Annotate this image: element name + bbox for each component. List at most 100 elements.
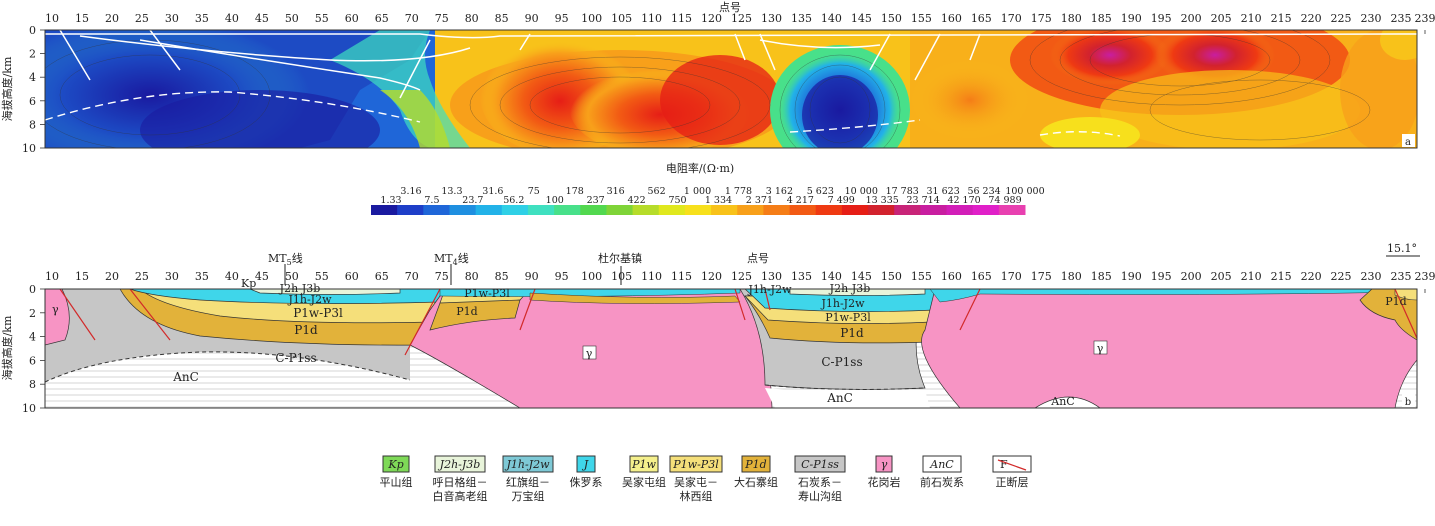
x-tick-label: 205 [1211,12,1232,25]
x-tick-label: 25 [135,270,149,283]
x-tick-label: 115 [671,270,692,283]
x-tick-label: 150 [881,12,902,25]
x-tick-label: 30 [165,270,179,283]
legend-code: P1d [744,458,766,471]
colorbar-swatch [554,205,581,215]
colorbar-swatch [580,205,607,215]
colorbar-swatch [842,205,869,215]
y-tick-label: 10 [22,142,36,155]
label-p1w-p3l-right: P1w-P3l [825,311,871,324]
label-j1h-j2w-right-b: J1h-J2w [820,297,865,310]
x-tick-label: 45 [255,270,269,283]
orientation-angle: 15.1° [1387,242,1417,255]
label-c-p1ss-left: C-P1ss [275,351,316,365]
colorbar-bottom-label: 74 989 [988,195,1021,206]
x-tick-label: 235 [1391,12,1412,25]
x-tick-label: 130 [761,12,782,25]
label-c-p1ss-center: C-P1ss [821,355,862,369]
x-tick-label: 230 [1361,12,1382,25]
x-tick-label: 170 [1001,270,1022,283]
label-gamma-right: γ [1097,342,1104,355]
colorbar-bottom-label: 56.2 [503,195,524,206]
legend-name-line2: 林西组 [680,489,713,503]
panel-b-y-title: 海拔高度/km [0,315,14,380]
colorbar-top-label: 31.6 [482,186,503,197]
legend-code: P1w [631,458,656,471]
panel-b-label: b [1405,397,1411,408]
colorbar-swatch [973,205,1000,215]
x-tick-label: 90 [525,270,539,283]
legend-name-line2: 万宝组 [512,489,545,503]
x-tick-label: 195 [1151,270,1172,283]
legend-name: 呼日格组－ [433,475,488,489]
colorbar-swatch [868,205,895,215]
x-tick-label: 225 [1331,270,1352,283]
label-p1d-left: P1d [294,323,318,337]
colorbar-swatch [999,205,1026,215]
x-tick-label: 85 [495,12,509,25]
x-tick-label: 155 [911,12,932,25]
x-tick-label: 95 [555,270,569,283]
x-tick-label: 105 [611,270,632,283]
x-tick-label: 95 [555,12,569,25]
legend-name: 吴家屯组 [622,475,666,489]
y-tick-label: 8 [29,118,36,131]
x-tick-label: 110 [641,270,662,283]
colorbar-swatch [502,205,529,215]
colorbar-swatch [476,205,503,215]
legend-name: 花岗岩 [868,475,901,489]
x-tick-label: 195 [1151,12,1172,25]
x-tick-label: 235 [1391,270,1412,283]
label-gamma-center: γ [586,347,593,360]
colorbar-swatch [763,205,790,215]
label-p1w-p3l-center: P1w-P3l [464,287,510,300]
label-p1d-far-right: P1d [1385,295,1406,308]
x-tick-label: 115 [671,12,692,25]
colorbar-bottom-label: 100 [546,195,564,206]
x-tick-label: 45 [255,12,269,25]
x-tick-label: 185 [1091,270,1112,283]
label-anc-right: AnC [1050,395,1074,408]
colorbar-bottom-label: 4 217 [787,195,814,206]
x-tick-label: 85 [495,270,509,283]
colorbar-swatch [423,205,450,215]
x-tick-label: 65 [375,270,389,283]
colorbar-bottom-label: 2 371 [746,195,773,206]
x-tick-label: 185 [1091,12,1112,25]
x-tick-label: 160 [941,12,962,25]
x-tick-label: 100 [581,12,602,25]
x-tick-label: 55 [315,12,329,25]
legend-name: 前石炭系 [920,475,964,489]
legend-code: F [1000,458,1008,471]
x-tick-label: 190 [1121,12,1142,25]
x-tick-label: 190 [1121,270,1142,283]
colorbar-bottom-label: 237 [587,195,605,206]
legend-name: 正断层 [996,475,1029,489]
legend-name-line2: 寿山沟组 [798,489,842,503]
x-tick-label: 135 [791,270,812,283]
x-tick-label: 220 [1301,270,1322,283]
label-p1w-p3l-left: P1w-P3l [293,306,343,320]
colorbar-bottom-label: 422 [628,195,646,206]
label-gamma-left: γ [52,303,59,316]
colorbar-bottom-label: 13 335 [866,195,899,206]
legend-code: Kp [387,458,403,471]
x-tick-label: 15 [75,270,89,283]
x-tick-label: 75 [435,12,449,25]
town-label: 杜尔基镇 [598,251,642,265]
y-tick-label: 2 [29,48,36,61]
panel-a-y-title: 海拔高度/km [0,56,14,121]
x-tick-label: 75 [435,270,449,283]
x-tick-label: 35 [195,270,209,283]
y-tick-label: 8 [29,378,36,391]
x-tick-label: 210 [1241,270,1262,283]
colorbar-bottom-label: 42 170 [947,195,980,206]
y-tick-label: 0 [29,24,36,37]
